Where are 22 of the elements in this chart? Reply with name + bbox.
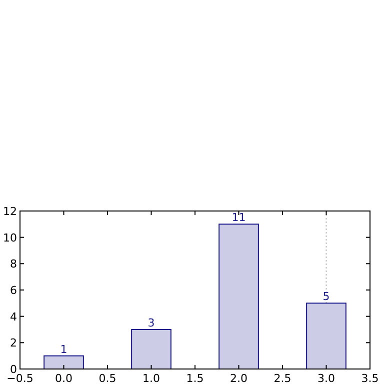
bar <box>131 329 172 370</box>
bar <box>306 302 346 370</box>
y-tick-label: 6 <box>10 284 17 297</box>
x-tick-label: 1.0 <box>142 372 160 385</box>
data-label: 11 <box>232 211 246 224</box>
x-tick-label: 0.0 <box>55 372 72 385</box>
x-tick-label: 2.5 <box>274 372 292 385</box>
bar <box>44 355 84 370</box>
y-tick-label: 12 <box>3 205 17 218</box>
bar <box>218 224 259 370</box>
data-label: 5 <box>322 290 330 304</box>
y-tick-label: 8 <box>10 258 17 271</box>
y-tick-label: 10 <box>3 231 17 244</box>
x-tick-label: 3.5 <box>361 372 379 385</box>
y-tick-label: 4 <box>10 310 17 324</box>
x-tick-label: 1.5 <box>186 372 204 385</box>
data-label: 3 <box>148 316 155 330</box>
x-tick-label: 3.0 <box>318 372 335 385</box>
x-tick-label: 2.0 <box>230 372 248 385</box>
data-label: 1 <box>60 342 68 356</box>
y-tick-label: 2 <box>10 336 17 350</box>
x-tick-label: 0.5 <box>98 372 116 385</box>
